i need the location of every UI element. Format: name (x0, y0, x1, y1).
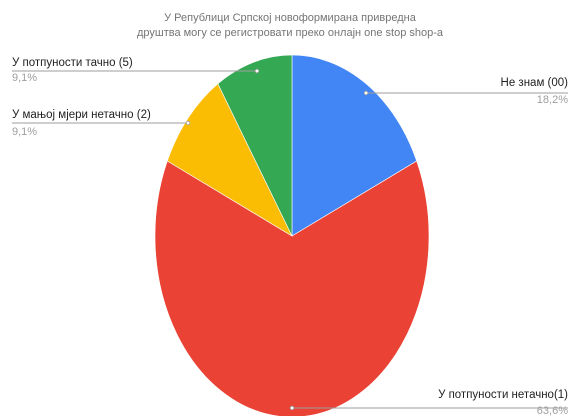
slice-value-1: 18,2% (537, 94, 568, 106)
leader-dot-3 (185, 120, 191, 126)
slice-value-3: 9,1% (12, 126, 37, 138)
pie-slices (154, 54, 430, 416)
chart-title-line-2: друштва могу се регистровати преко онлај… (137, 27, 444, 39)
slice-label-2: У потпуности нетачно(1) (438, 389, 568, 401)
slice-value-2: 63,6% (537, 405, 568, 416)
chart-title-line-1: У Републици Српској новоформирана привре… (164, 12, 417, 24)
pie-slice-2 (154, 160, 430, 416)
leader-dot-2 (289, 405, 295, 411)
slice-labels: Не знам (00) 18,2% У потпуности нетачно(1)… (12, 57, 568, 416)
slice-label-3: У мањој мјери нетачно (2) (12, 109, 151, 121)
pie-slice-4 (217, 54, 293, 237)
pie-slice-3 (166, 83, 293, 237)
slice-label-4: У потпуности тачно (5) (12, 57, 133, 69)
pie-slice-1 (291, 54, 418, 237)
slice-value-4: 9,1% (12, 72, 37, 84)
slice-label-1: Не знам (00) (501, 77, 569, 89)
leader-dot-4 (254, 68, 260, 74)
leader-dot-1 (363, 90, 369, 96)
